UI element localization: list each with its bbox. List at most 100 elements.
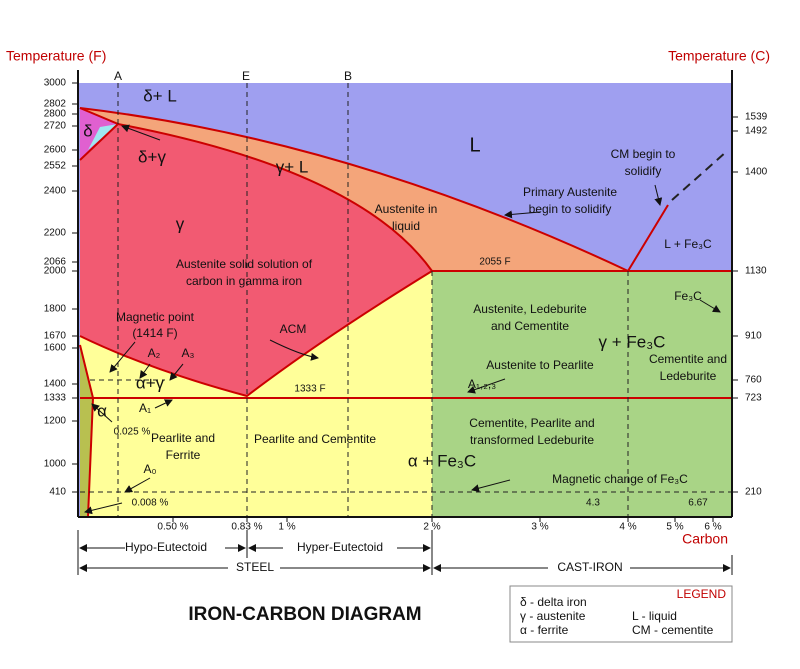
phase: A₁,₂,₃ bbox=[468, 377, 496, 391]
arrow bbox=[471, 479, 511, 493]
phase: A₀ bbox=[144, 462, 157, 476]
arrows bbox=[84, 124, 721, 515]
phase: ACM bbox=[280, 322, 307, 336]
legend-title: LEGEND bbox=[677, 587, 727, 601]
legend-item: L - liquid bbox=[632, 609, 677, 623]
tick-label: 2600 bbox=[44, 145, 67, 156]
phase: A₃ bbox=[182, 346, 195, 360]
phase: 1333 F bbox=[294, 384, 325, 395]
arrow bbox=[504, 210, 541, 219]
tick-label: 2800 bbox=[44, 109, 67, 120]
phase: 2055 F bbox=[479, 257, 510, 268]
phase: 6.67 bbox=[688, 498, 708, 509]
phase: solidify bbox=[625, 164, 662, 178]
phase: A₁ bbox=[139, 401, 151, 415]
gamma-liquid-region bbox=[80, 108, 628, 271]
tick-label: 1200 bbox=[44, 416, 67, 427]
arrow bbox=[654, 184, 663, 206]
right-ticks: 1539 1492 1400 1130 910 760 723 210 bbox=[732, 112, 768, 498]
phase: α bbox=[97, 401, 107, 420]
tick-label: 3 % bbox=[531, 522, 548, 533]
phase: transformed Ledeburite bbox=[470, 433, 594, 447]
alpha-line bbox=[79, 344, 95, 518]
cm-line bbox=[627, 204, 669, 272]
liquidus bbox=[79, 107, 629, 272]
phase: α + Fe₃C bbox=[408, 451, 476, 470]
phase: 4.3 bbox=[586, 498, 600, 509]
phase: Austenite, Ledeburite bbox=[473, 302, 587, 316]
legend-item: CM - cementite bbox=[632, 623, 714, 637]
legend-box bbox=[509, 585, 733, 643]
arrow bbox=[699, 299, 721, 313]
phase: α+γ bbox=[136, 373, 165, 392]
cm-dash bbox=[671, 151, 727, 201]
phase: γ + Fe₃C bbox=[599, 332, 666, 351]
tick-label: 723 bbox=[745, 393, 762, 404]
range-label: STEEL bbox=[236, 560, 274, 574]
arrow bbox=[109, 341, 136, 373]
phase: 0.008 % bbox=[132, 498, 169, 509]
range-label: Hyper-Eutectoid bbox=[297, 540, 383, 554]
legend: LEGEND δ - delta iron γ - austenite α - … bbox=[509, 585, 733, 643]
phase: begin to solidify bbox=[529, 202, 612, 216]
phase: A₂ bbox=[148, 346, 161, 360]
phase: carbon in gamma iron bbox=[186, 274, 302, 288]
tick-label: 1400 bbox=[44, 379, 67, 390]
phase: δ+ L bbox=[143, 86, 177, 105]
legend-item: γ - austenite bbox=[520, 609, 586, 623]
regions bbox=[78, 83, 732, 517]
tick-label: 210 bbox=[745, 487, 762, 498]
tick-label: 2 % bbox=[423, 522, 440, 533]
phase: L + Fe₃C bbox=[664, 237, 712, 251]
legend-item: δ - delta iron bbox=[520, 595, 587, 609]
tick-label: 1800 bbox=[44, 304, 67, 315]
tick-label: 4 % bbox=[619, 522, 636, 533]
phase: δ bbox=[83, 121, 92, 140]
gamma-region bbox=[80, 124, 432, 396]
tick-label: 2720 bbox=[44, 121, 67, 132]
tick-label: 2066 bbox=[44, 257, 67, 268]
phase: 0.025 % bbox=[114, 427, 151, 438]
legend-item: α - ferrite bbox=[520, 623, 569, 637]
phase: L bbox=[469, 134, 480, 156]
phase: CM begin to bbox=[611, 147, 676, 161]
tick-label: 2552 bbox=[44, 161, 67, 172]
green-region bbox=[432, 271, 732, 517]
phase: Magnetic point bbox=[116, 310, 195, 324]
label-bg bbox=[125, 541, 225, 555]
phase: Cementite and bbox=[649, 352, 727, 366]
phase: Pearlite and bbox=[151, 431, 215, 445]
phase: Pearlite and Cementite bbox=[254, 432, 376, 446]
phase: γ bbox=[176, 214, 185, 233]
tick-label: 2200 bbox=[44, 228, 67, 239]
boundaries bbox=[77, 70, 733, 518]
left-title: Temperature (F) bbox=[6, 48, 106, 64]
tick-label: 2802 bbox=[44, 99, 67, 110]
phase: Primary Austenite bbox=[523, 185, 617, 199]
right-title: Temperature (C) bbox=[668, 48, 770, 64]
tick-label: 0.50 % bbox=[157, 522, 188, 533]
x-ticks: 0.50 % 0.83 % 1 % 2 % 3 % 4 % 5 % 6 % bbox=[157, 517, 722, 533]
yellow-region bbox=[80, 271, 432, 517]
phase: Magnetic change of Fe₃C bbox=[552, 472, 688, 486]
arrow bbox=[124, 477, 151, 493]
tick-label: 6 % bbox=[704, 522, 721, 533]
tick-label: 1670 bbox=[44, 331, 67, 342]
title: IRON-CARBON DIAGRAM bbox=[188, 604, 421, 625]
tick-label: 1000 bbox=[44, 459, 67, 470]
arrow bbox=[84, 502, 123, 515]
tick-label: 1400 bbox=[745, 167, 768, 178]
phase: Fe₃C bbox=[674, 289, 702, 303]
phase: and Cementite bbox=[491, 319, 569, 333]
tick-label: 1130 bbox=[745, 266, 767, 277]
tick-label: 910 bbox=[745, 331, 762, 342]
arrow bbox=[121, 124, 161, 141]
phase: Ferrite bbox=[166, 448, 201, 462]
phase: γ+ L bbox=[276, 157, 309, 176]
tick-label: 1492 bbox=[745, 126, 768, 137]
axis-labels: Temperature (F) Temperature (C) Carbon A… bbox=[6, 48, 770, 547]
tick-label: 3000 bbox=[44, 78, 67, 89]
label-bg bbox=[283, 541, 397, 555]
